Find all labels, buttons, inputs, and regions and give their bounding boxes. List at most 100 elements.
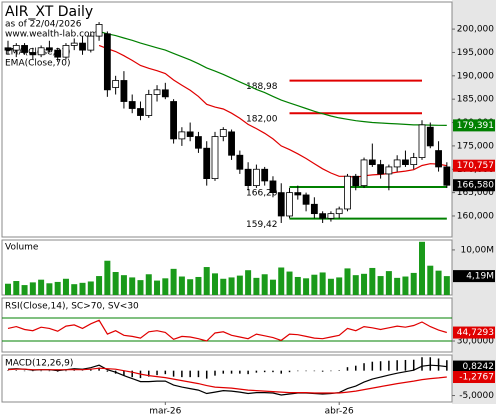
histogram-bar: [280, 370, 282, 374]
candle-body: [186, 131, 194, 137]
volume-bar: [13, 281, 20, 295]
candle-body: [87, 35, 95, 51]
histogram-bar: [172, 370, 175, 377]
volume-bar: [336, 277, 343, 295]
volume-bar: [29, 282, 36, 295]
candle-body: [402, 159, 409, 165]
panel-title: Volume: [5, 243, 39, 253]
volume-bar: [236, 275, 243, 295]
candle-body: [153, 89, 161, 95]
y-tick-label: 185,000: [457, 95, 494, 105]
volume-bar: [361, 273, 368, 295]
panel-title: MACD(12,26,9): [5, 359, 73, 369]
volume-bar: [145, 274, 152, 295]
volume-bar: [21, 285, 28, 295]
volume-bar: [46, 283, 53, 295]
histogram-bar: [363, 363, 365, 371]
histogram-bar: [189, 370, 191, 378]
last-value-label: 179,391: [457, 121, 494, 131]
volume-bar: [294, 276, 301, 295]
candle-body: [211, 136, 219, 180]
histogram-bar: [222, 370, 225, 374]
candle-body: [79, 42, 86, 51]
histogram-bar: [65, 370, 67, 372]
histogram-bar: [98, 367, 100, 371]
candle-body: [344, 175, 351, 210]
candle-body: [236, 154, 244, 170]
volume-bar: [203, 267, 210, 295]
histogram-bar: [81, 370, 84, 371]
volume-bar: [195, 276, 202, 295]
histogram-bar: [181, 370, 183, 378]
line: [98, 30, 447, 126]
candle-body: [120, 80, 128, 102]
volume-bar: [394, 277, 401, 295]
volume-bar: [385, 271, 392, 295]
histogram-bar: [230, 370, 233, 374]
volume-bar: [402, 276, 409, 295]
volume-bar: [187, 279, 194, 295]
histogram-bar: [321, 370, 324, 372]
chart-title: AIR_XT Daily: [5, 4, 93, 20]
x-tick-label: mar-26: [149, 407, 181, 417]
histogram-bar: [15, 370, 18, 371]
y-tick-label: 165,000: [457, 188, 494, 198]
candle-body: [195, 136, 202, 149]
histogram-bar: [288, 370, 291, 373]
last-value-box: [453, 326, 495, 339]
histogram-bar: [297, 370, 299, 372]
histogram-bar: [388, 360, 390, 371]
volume-bar: [154, 280, 161, 295]
histogram-bar: [247, 370, 249, 375]
candle-body: [219, 129, 227, 137]
candle-body: [360, 159, 368, 187]
x-tick-label: abr-26: [325, 407, 354, 417]
histogram-bar: [272, 370, 274, 373]
candle-body: [145, 94, 153, 116]
y-tick-label: 175,000: [457, 141, 494, 151]
volume-bar: [427, 265, 434, 295]
last-value-label: 0,8242: [463, 362, 495, 372]
histogram-bar: [305, 370, 307, 372]
candle-body: [426, 126, 434, 147]
candle-body: [54, 49, 62, 58]
histogram-bar: [396, 360, 398, 371]
volume-bar: [410, 272, 417, 295]
rsi-panel: [1, 297, 453, 353]
volume-bar: [261, 274, 268, 295]
histogram-bar: [239, 370, 241, 374]
volume-bar: [344, 268, 351, 295]
histogram-bar: [379, 361, 382, 371]
candle-body: [103, 33, 111, 91]
candle-body: [128, 101, 136, 109]
candle-body: [70, 42, 78, 46]
volume-bar: [278, 267, 285, 295]
volume-bar: [212, 273, 218, 295]
candle-body: [327, 213, 335, 219]
y-tick-label: 195,000: [457, 48, 494, 58]
volume-bar: [112, 272, 119, 295]
candle-body: [203, 147, 211, 180]
histogram-bar: [90, 369, 92, 371]
histogram-bar: [23, 370, 26, 372]
line: [7, 319, 447, 342]
last-value-box: [453, 159, 495, 172]
histogram-bar: [40, 370, 42, 372]
volume-bar: [62, 278, 69, 295]
last-value-box: [453, 360, 495, 373]
last-value-box: [453, 371, 495, 384]
histogram-bar: [421, 357, 423, 371]
subtitle: as of 22/04/2026: [5, 20, 82, 30]
candle-body: [137, 108, 144, 116]
y-tick-label: 190,000: [457, 71, 494, 81]
histogram-bar: [32, 370, 34, 372]
candle-body: [435, 150, 442, 168]
volume-bar: [311, 274, 318, 295]
volume-bar: [369, 267, 376, 295]
candle-body: [112, 80, 120, 88]
y-tick-label: 10,00M: [460, 245, 494, 255]
candle-body: [244, 168, 252, 187]
histogram-bar: [148, 370, 150, 377]
histogram-bar: [371, 361, 374, 371]
